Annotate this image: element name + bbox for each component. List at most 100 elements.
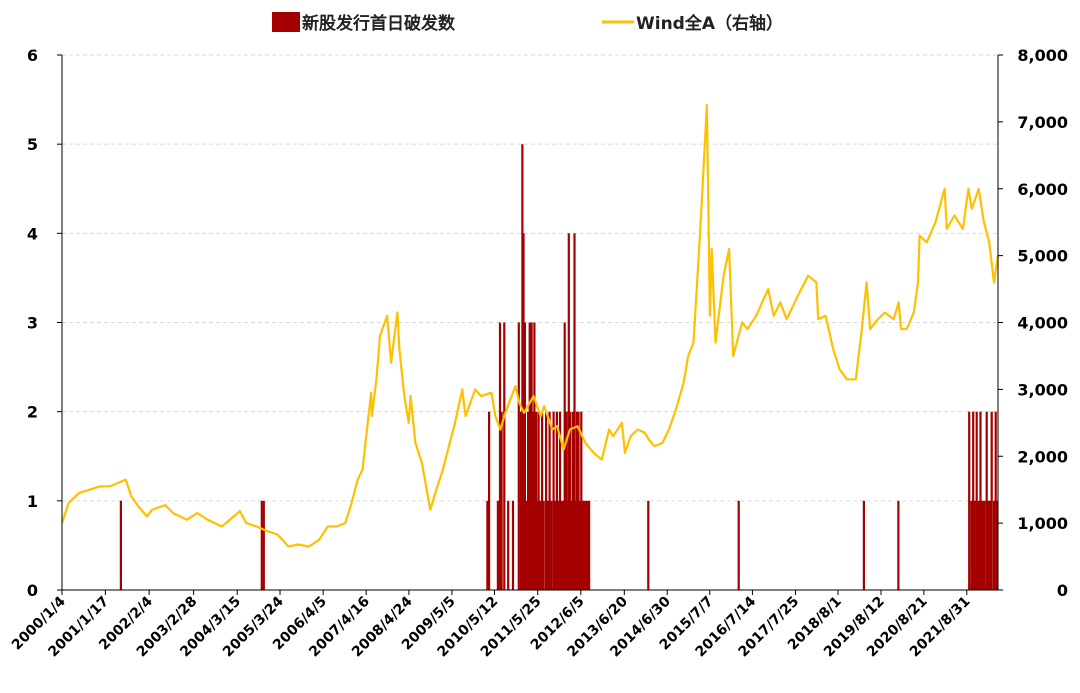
bar bbox=[563, 322, 566, 590]
bar bbox=[981, 500, 984, 590]
bar bbox=[992, 500, 996, 590]
bar bbox=[546, 500, 549, 590]
bar bbox=[558, 411, 562, 590]
bar bbox=[578, 500, 581, 590]
bar bbox=[862, 500, 865, 590]
y-left-tick-label: 3 bbox=[27, 314, 38, 333]
bar bbox=[737, 500, 740, 590]
bar bbox=[975, 411, 978, 590]
bar bbox=[533, 322, 536, 590]
bar bbox=[586, 500, 589, 590]
bar bbox=[507, 500, 510, 590]
bar bbox=[542, 500, 545, 590]
bar bbox=[588, 500, 591, 590]
bar bbox=[977, 500, 980, 590]
y-right-tick-label: 7,000 bbox=[1017, 113, 1068, 132]
bar bbox=[119, 500, 122, 590]
gridlines bbox=[62, 54, 998, 502]
bar bbox=[550, 500, 553, 590]
y-right-tick-label: 1,000 bbox=[1017, 514, 1068, 533]
bar bbox=[503, 322, 506, 590]
y-right-tick-label: 4,000 bbox=[1017, 314, 1068, 333]
bar bbox=[517, 322, 520, 590]
bar bbox=[647, 500, 650, 590]
bar bbox=[973, 500, 976, 590]
wind-all-a-line bbox=[60, 104, 1000, 548]
bar bbox=[897, 500, 900, 590]
y-axis-right-ticks: 0 1,000 2,000 3,000 4,000 5,000 6,000 7,000 8,00… bbox=[998, 46, 1068, 600]
bar bbox=[523, 322, 526, 590]
y-left-tick-label: 6 bbox=[27, 46, 38, 65]
bar bbox=[262, 500, 265, 590]
bar bbox=[575, 411, 578, 590]
bar bbox=[585, 500, 588, 590]
y-axis-left-ticks: 0 1 2 3 4 5 6 bbox=[27, 46, 62, 600]
bar bbox=[511, 500, 515, 590]
bar bbox=[567, 233, 570, 591]
y-right-tick-label: 2,000 bbox=[1017, 447, 1068, 466]
legend-swatch-bar bbox=[272, 12, 300, 32]
legend: 新股发行首日破发数 Wind全A（右轴） bbox=[272, 12, 783, 34]
bar bbox=[572, 411, 575, 590]
bar bbox=[990, 411, 993, 590]
bar bbox=[548, 411, 551, 590]
y-left-tick-label: 4 bbox=[27, 224, 38, 243]
y-left-tick-label: 0 bbox=[27, 581, 38, 600]
y-left-tick-label: 1 bbox=[27, 492, 38, 511]
bar bbox=[573, 233, 576, 591]
bar bbox=[555, 411, 558, 590]
bar bbox=[979, 411, 982, 590]
bar bbox=[570, 500, 573, 590]
bar bbox=[988, 500, 991, 590]
bar bbox=[581, 500, 584, 590]
bar bbox=[580, 411, 583, 590]
bar bbox=[983, 500, 986, 590]
legend-label-line: Wind全A（右轴） bbox=[636, 13, 783, 34]
y-right-tick-label: 5,000 bbox=[1017, 247, 1068, 266]
bar bbox=[994, 411, 997, 590]
y-right-tick-label: 3,000 bbox=[1017, 380, 1068, 399]
bar bbox=[985, 411, 988, 590]
bar bbox=[260, 500, 263, 590]
bar bbox=[554, 500, 557, 590]
bar bbox=[488, 411, 491, 590]
legend-label-bar: 新股发行首日破发数 bbox=[302, 13, 456, 34]
bar bbox=[582, 500, 586, 590]
bar bbox=[496, 500, 499, 590]
x-axis-ticks: 2000/1/42001/1/172002/2/42003/2/282004/3… bbox=[9, 590, 974, 660]
y-right-tick-label: 6,000 bbox=[1017, 180, 1068, 199]
bar-series bbox=[119, 144, 999, 591]
bar bbox=[566, 500, 569, 590]
y-left-tick-label: 2 bbox=[27, 403, 38, 422]
bar bbox=[569, 411, 572, 590]
bar bbox=[577, 411, 580, 590]
line-series bbox=[60, 104, 1000, 548]
bar bbox=[536, 500, 539, 590]
bar bbox=[500, 411, 503, 590]
y-right-tick-label: 8,000 bbox=[1017, 46, 1068, 65]
bar bbox=[527, 411, 530, 590]
bar bbox=[528, 322, 531, 590]
bar bbox=[519, 411, 522, 590]
bar bbox=[987, 500, 990, 590]
bar bbox=[970, 500, 973, 590]
y-left-tick-label: 5 bbox=[27, 135, 38, 154]
bar bbox=[539, 500, 542, 590]
bar bbox=[537, 411, 540, 590]
bar bbox=[560, 500, 563, 590]
bar bbox=[972, 411, 975, 590]
bar bbox=[552, 411, 555, 590]
bar bbox=[498, 322, 502, 590]
bar bbox=[557, 500, 560, 590]
bar bbox=[525, 500, 528, 590]
bar bbox=[531, 411, 534, 590]
bar bbox=[541, 411, 544, 590]
bar bbox=[574, 500, 577, 590]
bar bbox=[486, 500, 489, 590]
y-right-tick-label: 0 bbox=[1057, 581, 1068, 600]
bar bbox=[545, 411, 548, 590]
bar bbox=[996, 500, 999, 590]
bar bbox=[530, 322, 533, 590]
bar bbox=[968, 411, 971, 590]
